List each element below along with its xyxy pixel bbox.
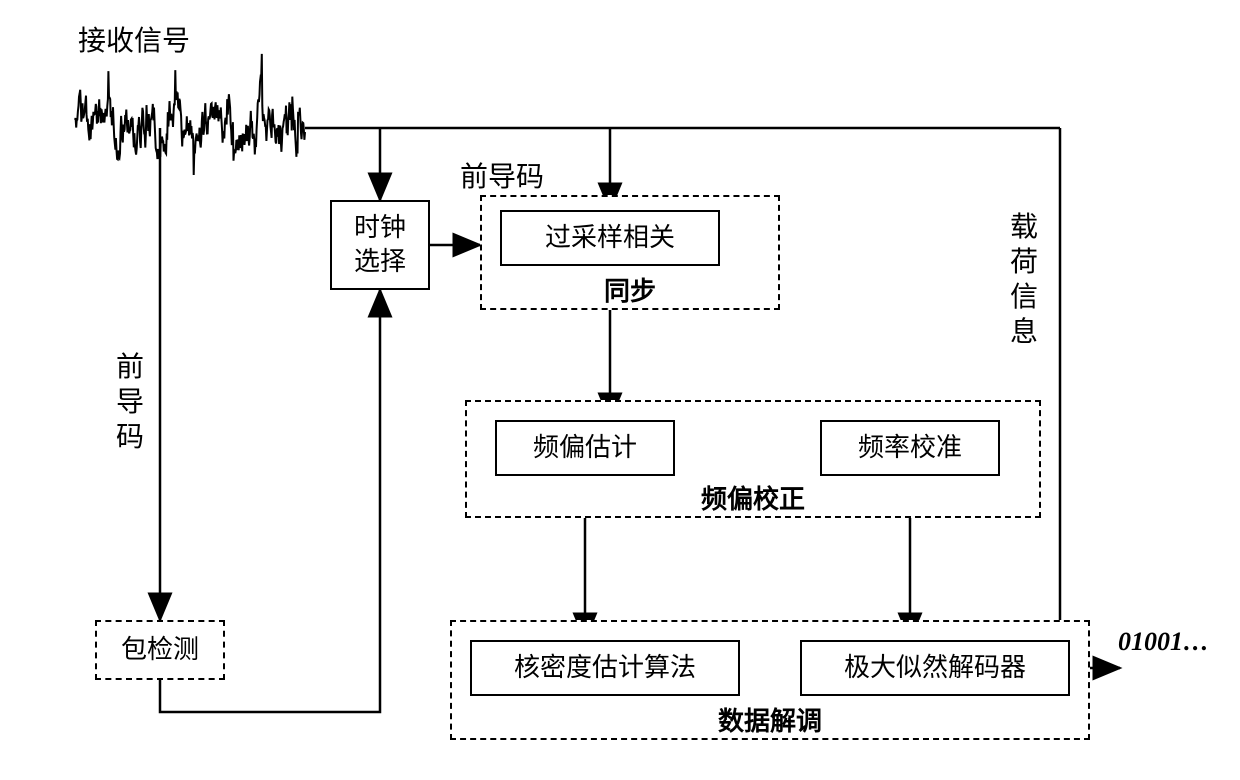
node-packet-detect-label: 包检测 [121,633,199,667]
node-freq-calibrate: 频率校准 [820,420,1000,476]
node-clock-select-label: 时钟 选择 [354,211,406,279]
node-ml-decoder: 极大似然解码器 [800,640,1070,696]
node-oversample-corr-label: 过采样相关 [545,221,675,255]
label-preamble-top: 前导码 [460,160,544,195]
diagram-canvas: 同步 频偏校正 数据解调 包检测 时钟 选择 过采样相关 频偏估计 频率校准 核… [0,0,1240,780]
node-freq-calibrate-label: 频率校准 [858,431,962,465]
label-received-signal: 接收信号 [78,24,190,59]
node-freq-offset-est: 频偏估计 [495,420,675,476]
node-freq-offset-est-label: 频偏估计 [533,431,637,465]
group-cfo-label: 频偏校正 [701,484,805,517]
node-clock-select: 时钟 选择 [330,200,430,290]
label-payload-info: 载 荷 信 息 [1010,210,1038,350]
node-kde-algo-label: 核密度估计算法 [514,651,696,685]
label-preamble-left: 前 导 码 [116,350,144,455]
node-packet-detect: 包检测 [95,620,225,680]
node-oversample-corr: 过采样相关 [500,210,720,266]
label-output-bits: 01001… [1118,626,1209,659]
group-sync-label: 同步 [604,276,656,309]
group-demod-label: 数据解调 [718,706,822,739]
node-ml-decoder-label: 极大似然解码器 [844,651,1026,685]
node-kde-algo: 核密度估计算法 [470,640,740,696]
